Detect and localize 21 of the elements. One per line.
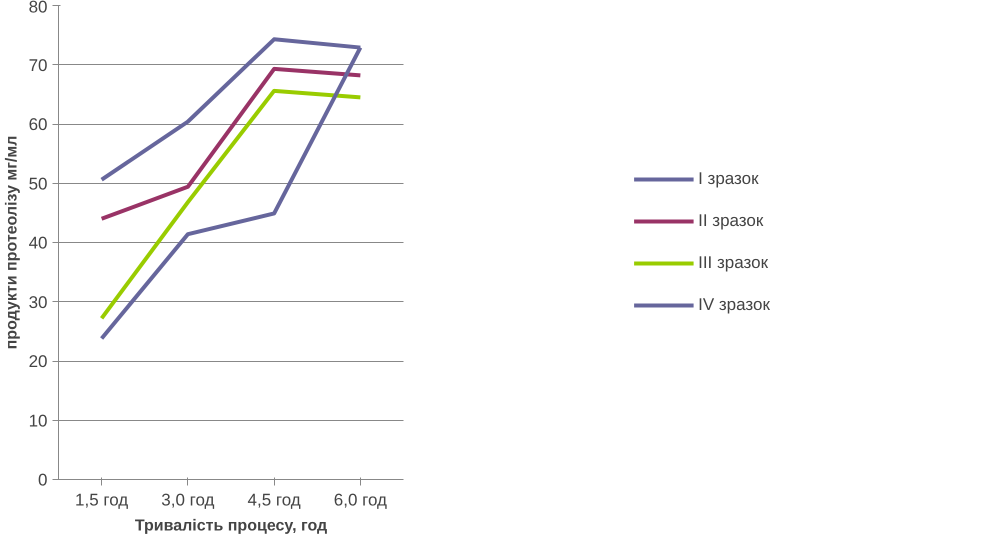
- legend-label: IV зразок: [698, 295, 770, 315]
- legend-label: II зразок: [698, 211, 764, 231]
- y-tick-label: 20: [28, 352, 48, 371]
- y-tick-label: 10: [28, 411, 48, 430]
- y-tick-label: 60: [28, 115, 48, 134]
- x-tick-label: 1,5 год: [75, 490, 128, 510]
- legend-label: I зразок: [698, 169, 759, 189]
- y-tick-label: 50: [28, 174, 48, 194]
- y-axis-title: продукти протеолізу мг/мл: [4, 136, 21, 350]
- line-series: [100, 88, 362, 320]
- line-series: [100, 66, 362, 221]
- x-tick-label: 3,0 год: [161, 490, 215, 510]
- x-tick-label: 4,5 год: [248, 490, 301, 510]
- legend-label: III зразок: [698, 253, 768, 273]
- x-tick-label: 6,0 год: [334, 490, 388, 510]
- y-tick-label: 30: [28, 292, 48, 312]
- y-tick-label: 70: [28, 56, 48, 75]
- y-tick-label: 80: [28, 0, 48, 16]
- y-tick-label: 40: [28, 234, 48, 252]
- y-tick-label: 0: [38, 470, 48, 490]
- x-axis-title: Тривалість процесу, год: [134, 518, 328, 534]
